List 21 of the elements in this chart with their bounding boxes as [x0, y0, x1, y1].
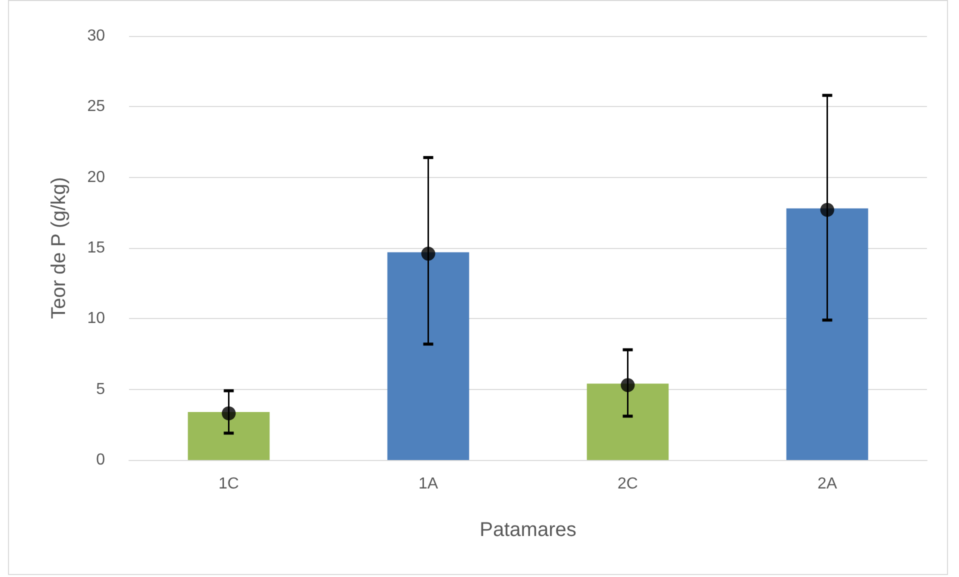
bar	[188, 412, 270, 460]
y-tick-label: 20	[87, 168, 106, 186]
bar	[786, 208, 868, 460]
y-tick-label: 5	[96, 380, 106, 398]
y-tick-label: 0	[96, 452, 106, 468]
point	[421, 246, 436, 261]
y-tick-label: 30	[87, 28, 106, 44]
point	[820, 202, 834, 217]
y-tick-label: 15	[87, 240, 106, 256]
bar	[586, 384, 669, 460]
x-tick-label: 1A	[418, 476, 438, 492]
x-axis-title: Patamares	[480, 519, 576, 541]
x-tick-label: 2C	[618, 476, 638, 492]
y-axis-title: Teor de P (g/kg)	[48, 177, 70, 319]
x-tick-label: 2A	[817, 476, 838, 492]
x-tick-label: 1C	[218, 476, 239, 492]
point	[222, 406, 236, 420]
point	[620, 378, 635, 392]
y-tick-label: 10	[87, 310, 106, 328]
bar	[387, 252, 470, 460]
y-tick-label: 25	[87, 98, 106, 116]
